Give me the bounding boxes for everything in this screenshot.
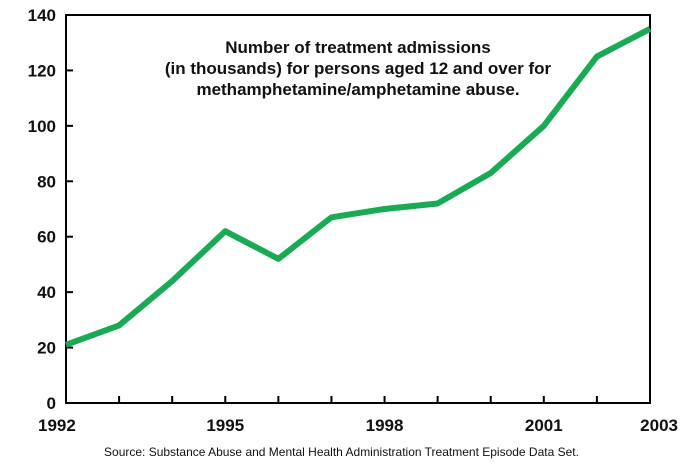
source-note: Source: Substance Abuse and Mental Healt…	[104, 445, 579, 459]
x-tick-label: 1995	[206, 416, 244, 435]
y-tick-label: 120	[28, 61, 56, 80]
x-tick-label: 1998	[366, 416, 404, 435]
x-tick-label: 2001	[525, 416, 563, 435]
x-tick-label: 2003	[640, 416, 678, 435]
y-tick-label: 0	[47, 394, 56, 413]
y-tick-label: 100	[28, 117, 56, 136]
y-tick-label: 20	[37, 339, 56, 358]
chart-title-line: Number of treatment admissions	[225, 38, 490, 57]
x-tick-label: 1992	[38, 416, 76, 435]
y-tick-label: 140	[28, 6, 56, 25]
series-line	[64, 26, 652, 348]
tick-layer: 0 20 40 60 80 100 120 140 1992 1995 1998 2001 2003	[28, 6, 678, 435]
y-tick-label: 80	[37, 172, 56, 191]
y-tick-label: 60	[37, 228, 56, 247]
series-layer	[64, 26, 652, 348]
chart-title-line: (in thousands) for persons aged 12 and o…	[165, 59, 552, 78]
chart-title-line: methamphetamine/amphetamine abuse.	[196, 80, 519, 99]
axis-layer	[65, 14, 651, 404]
y-tick-label: 40	[37, 283, 56, 302]
chart-title: Number of treatment admissions (in thousa…	[165, 38, 552, 99]
plot-frame	[65, 14, 651, 404]
